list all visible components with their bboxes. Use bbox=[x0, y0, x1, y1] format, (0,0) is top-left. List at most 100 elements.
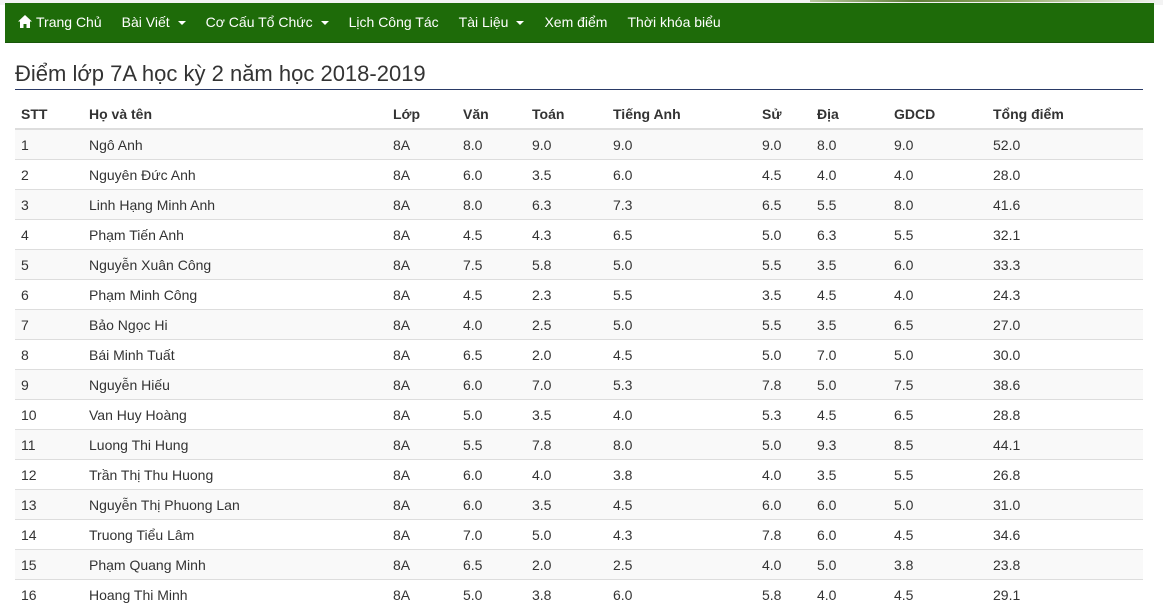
cell-total: 44.1 bbox=[987, 430, 1143, 460]
cell-geography: 3.5 bbox=[811, 460, 888, 490]
caret-down-icon bbox=[516, 21, 524, 25]
cell-total: 23.8 bbox=[987, 550, 1143, 580]
main-content: Điểm lớp 7A học kỳ 2 năm học 2018-2019 S… bbox=[15, 60, 1143, 609]
nav-schedule[interactable]: Lịch Công Tác bbox=[339, 3, 449, 42]
cell-total: 30.0 bbox=[987, 340, 1143, 370]
cell-math: 3.8 bbox=[526, 580, 607, 609]
cell-english: 5.0 bbox=[607, 250, 756, 280]
banner-image bbox=[810, 0, 1155, 2]
cell-geography: 6.0 bbox=[811, 520, 888, 550]
cell-civics: 5.0 bbox=[888, 340, 987, 370]
cell-geography: 8.0 bbox=[811, 129, 888, 160]
cell-civics: 8.0 bbox=[888, 190, 987, 220]
column-header-name: Họ và tên bbox=[83, 99, 387, 129]
cell-stt: 1 bbox=[15, 129, 83, 160]
cell-name: Nguyễn Thị Phuong Lan bbox=[83, 490, 387, 520]
nav-scores[interactable]: Xem điểm bbox=[534, 3, 617, 42]
cell-history: 5.5 bbox=[756, 250, 811, 280]
cell-stt: 15 bbox=[15, 550, 83, 580]
cell-geography: 4.5 bbox=[811, 400, 888, 430]
cell-literature: 6.0 bbox=[457, 490, 526, 520]
cell-history: 4.5 bbox=[756, 160, 811, 190]
cell-english: 4.5 bbox=[607, 490, 756, 520]
cell-name: Phạm Minh Công bbox=[83, 280, 387, 310]
cell-literature: 8.0 bbox=[457, 129, 526, 160]
cell-english: 7.3 bbox=[607, 190, 756, 220]
cell-civics: 5.0 bbox=[888, 490, 987, 520]
cell-class: 8A bbox=[387, 400, 457, 430]
nav-scores-label: Xem điểm bbox=[544, 3, 607, 42]
nav-structure-dropdown[interactable]: Cơ Cấu Tổ Chức bbox=[196, 3, 339, 42]
cell-history: 5.0 bbox=[756, 340, 811, 370]
cell-total: 38.6 bbox=[987, 370, 1143, 400]
cell-math: 9.0 bbox=[526, 129, 607, 160]
nav-home-label: Trang Chủ bbox=[36, 3, 102, 42]
cell-total: 41.6 bbox=[987, 190, 1143, 220]
cell-literature: 7.0 bbox=[457, 520, 526, 550]
cell-class: 8A bbox=[387, 190, 457, 220]
cell-english: 4.0 bbox=[607, 400, 756, 430]
nav-documents-dropdown[interactable]: Tài Liệu bbox=[449, 3, 535, 42]
cell-total: 26.8 bbox=[987, 460, 1143, 490]
cell-geography: 4.5 bbox=[811, 280, 888, 310]
cell-literature: 5.0 bbox=[457, 580, 526, 609]
cell-civics: 5.5 bbox=[888, 460, 987, 490]
cell-class: 8A bbox=[387, 340, 457, 370]
cell-civics: 9.0 bbox=[888, 129, 987, 160]
page-title: Điểm lớp 7A học kỳ 2 năm học 2018-2019 bbox=[15, 60, 1143, 90]
column-header-total: Tổng điểm bbox=[987, 99, 1143, 129]
cell-name: Nguyễn Hiếu bbox=[83, 370, 387, 400]
cell-geography: 9.3 bbox=[811, 430, 888, 460]
cell-geography: 6.0 bbox=[811, 490, 888, 520]
cell-geography: 7.0 bbox=[811, 340, 888, 370]
cell-class: 8A bbox=[387, 550, 457, 580]
cell-math: 5.8 bbox=[526, 250, 607, 280]
cell-name: Phạm Tiến Anh bbox=[83, 220, 387, 250]
column-header-geography: Địa bbox=[811, 99, 888, 129]
main-navbar: Trang Chủ Bài Viết Cơ Cấu Tổ Chức Lịch C… bbox=[5, 3, 1154, 43]
cell-civics: 4.0 bbox=[888, 160, 987, 190]
cell-literature: 6.0 bbox=[457, 460, 526, 490]
cell-literature: 5.5 bbox=[457, 430, 526, 460]
cell-name: Nguyên Đức Anh bbox=[83, 160, 387, 190]
column-header-history: Sử bbox=[756, 99, 811, 129]
cell-name: Luong Thi Hung bbox=[83, 430, 387, 460]
cell-name: Linh Hạng Minh Anh bbox=[83, 190, 387, 220]
cell-history: 5.0 bbox=[756, 220, 811, 250]
nav-schedule-label: Lịch Công Tác bbox=[349, 3, 439, 42]
cell-english: 5.5 bbox=[607, 280, 756, 310]
cell-history: 5.3 bbox=[756, 400, 811, 430]
cell-stt: 14 bbox=[15, 520, 83, 550]
cell-english: 8.0 bbox=[607, 430, 756, 460]
cell-civics: 4.5 bbox=[888, 580, 987, 609]
cell-class: 8A bbox=[387, 280, 457, 310]
nav-home[interactable]: Trang Chủ bbox=[5, 3, 112, 42]
cell-math: 2.5 bbox=[526, 310, 607, 340]
cell-literature: 4.5 bbox=[457, 280, 526, 310]
cell-literature: 5.0 bbox=[457, 400, 526, 430]
cell-total: 27.0 bbox=[987, 310, 1143, 340]
nav-timetable-label: Thời khóa biểu bbox=[627, 3, 720, 42]
cell-history: 3.5 bbox=[756, 280, 811, 310]
column-header-civics: GDCD bbox=[888, 99, 987, 129]
nav-documents-label: Tài Liệu bbox=[459, 3, 509, 42]
cell-history: 7.8 bbox=[756, 520, 811, 550]
cell-history: 4.0 bbox=[756, 550, 811, 580]
cell-class: 8A bbox=[387, 250, 457, 280]
cell-class: 8A bbox=[387, 430, 457, 460]
cell-stt: 2 bbox=[15, 160, 83, 190]
cell-history: 6.5 bbox=[756, 190, 811, 220]
nav-timetable[interactable]: Thời khóa biểu bbox=[617, 3, 730, 42]
nav-articles-dropdown[interactable]: Bài Viết bbox=[112, 3, 196, 42]
cell-history: 4.0 bbox=[756, 460, 811, 490]
column-header-class: Lớp bbox=[387, 99, 457, 129]
cell-math: 7.0 bbox=[526, 370, 607, 400]
